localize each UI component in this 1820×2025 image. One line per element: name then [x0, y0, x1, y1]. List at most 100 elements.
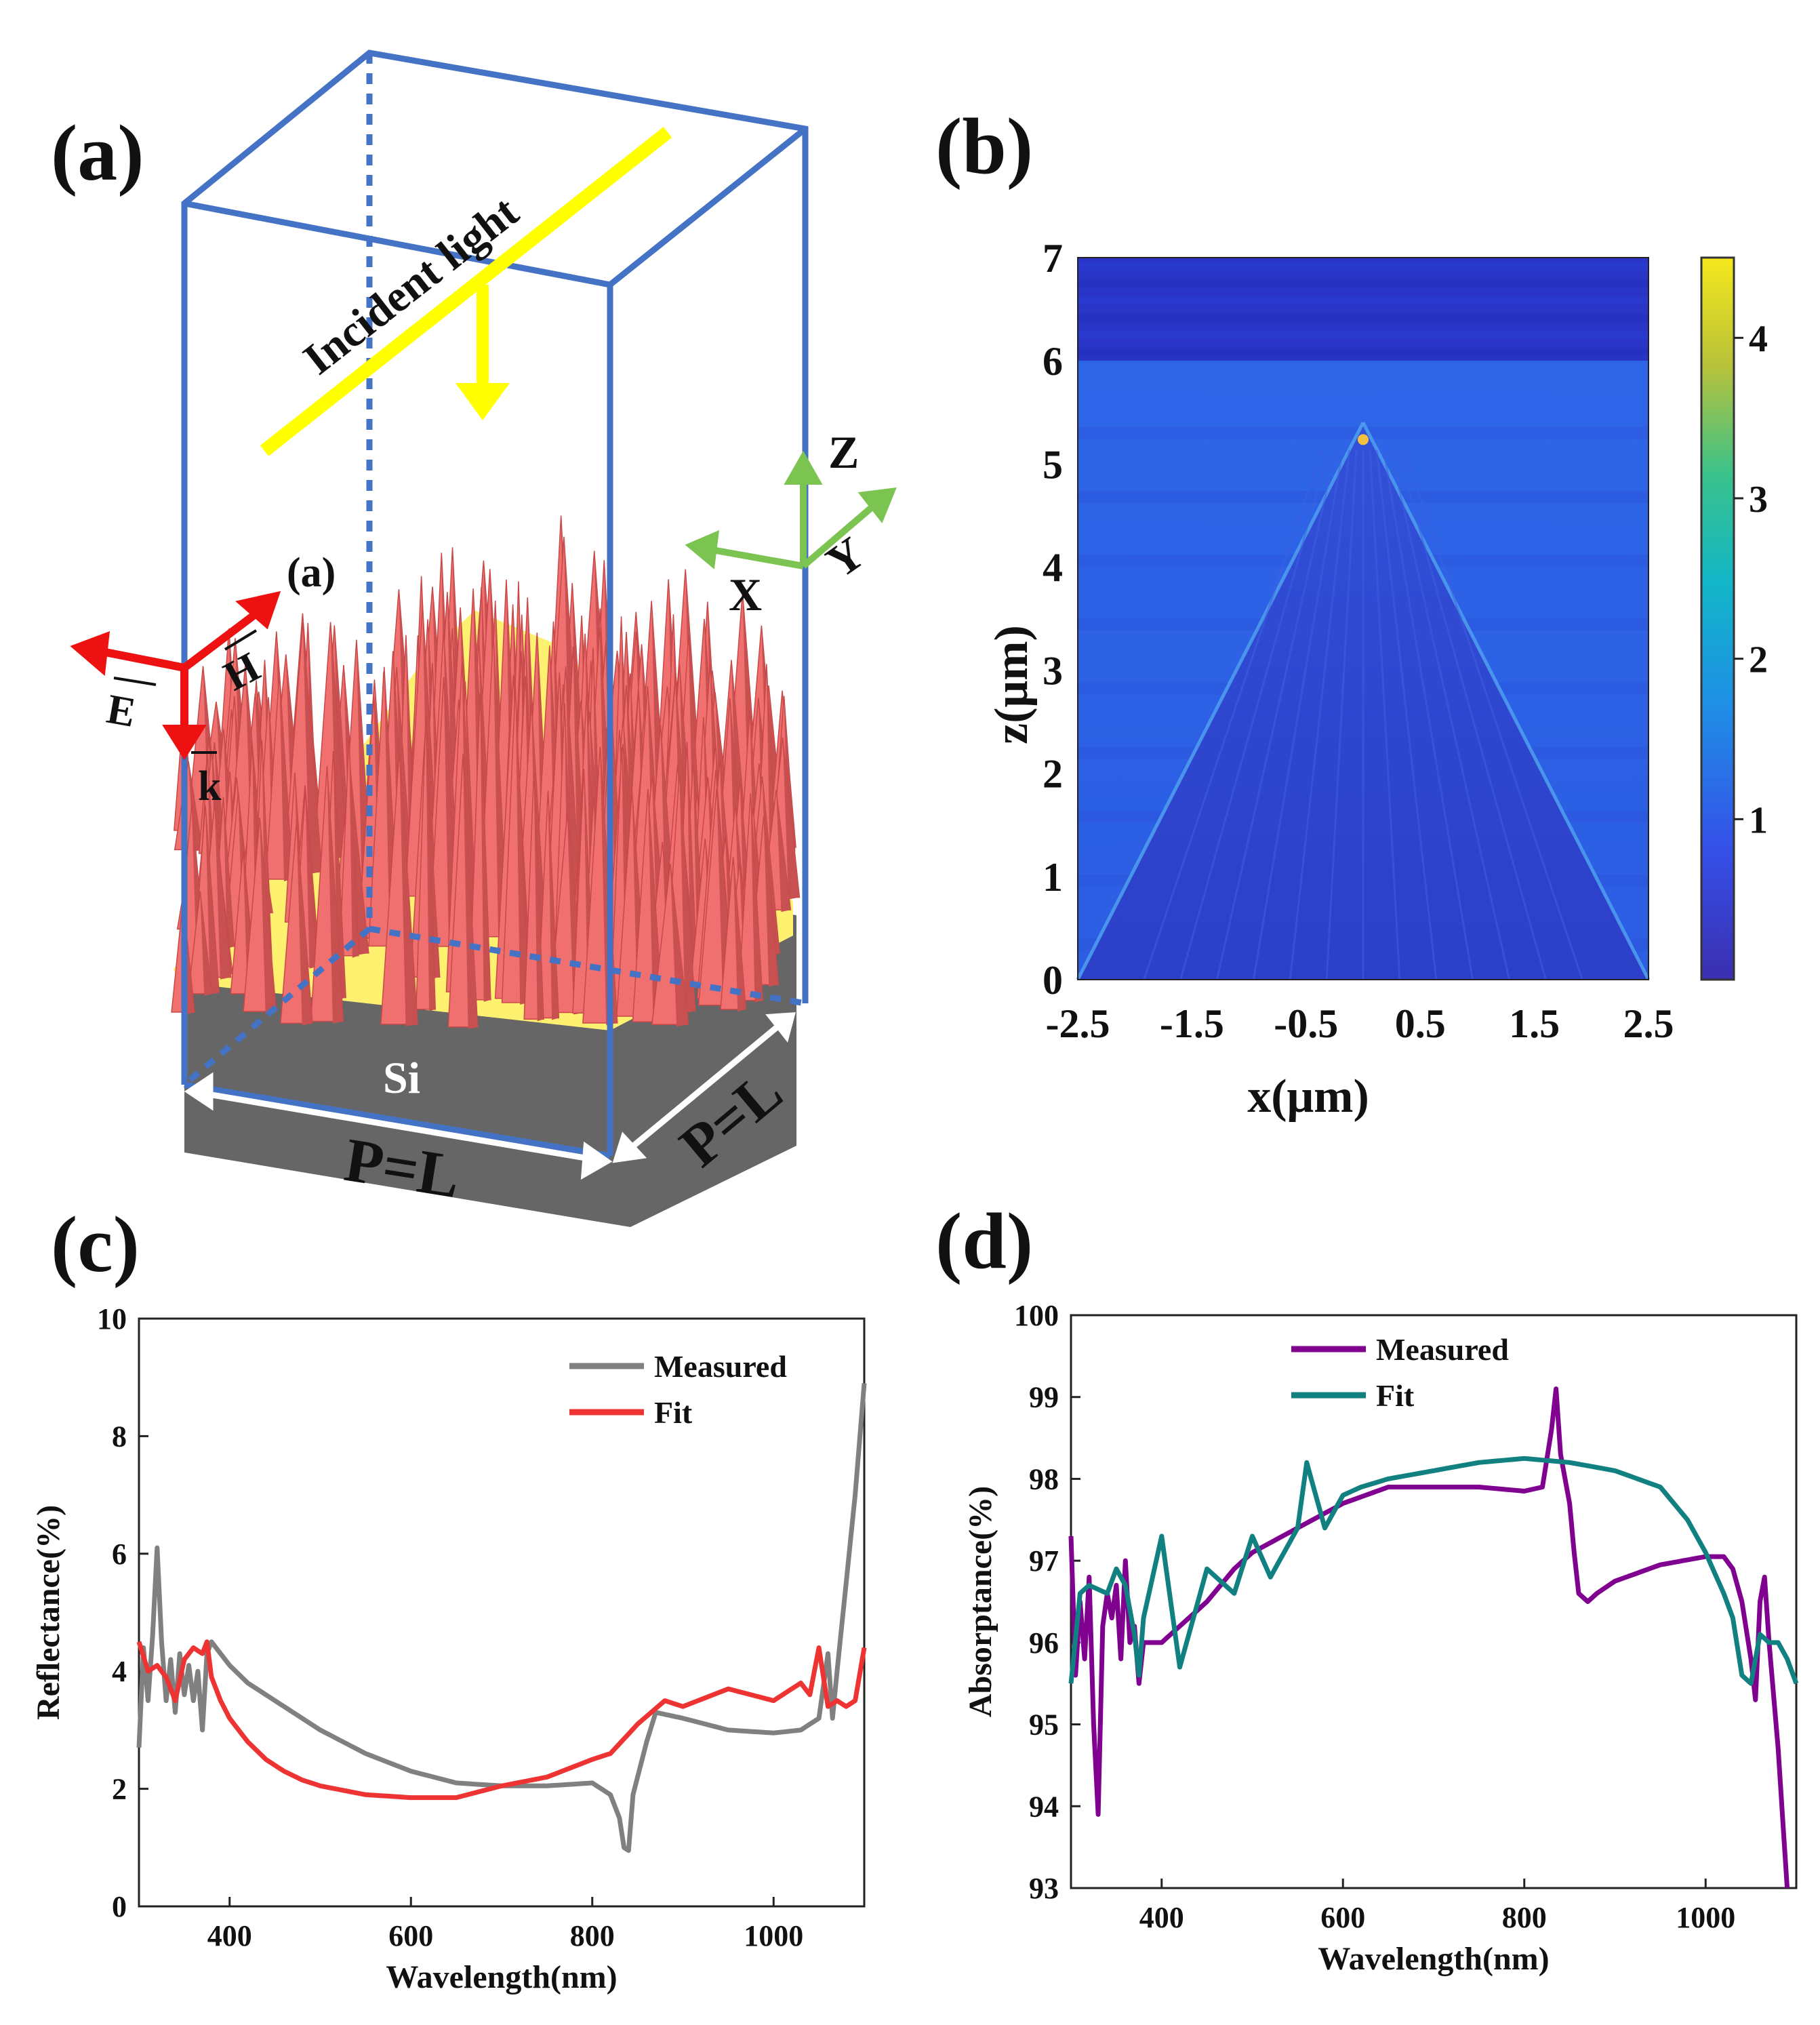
- nanocone-shade: [305, 790, 317, 969]
- nanocone-shade: [223, 797, 235, 949]
- y-tick-label: 4: [112, 1655, 127, 1688]
- period-arrows: [184, 1012, 796, 1180]
- heatmap-y-tick-label: 4: [1043, 545, 1063, 590]
- nanocone-shade: [334, 625, 350, 854]
- x-tick-label: 600: [388, 1919, 433, 1952]
- nanocone-shade: [782, 737, 800, 900]
- colorbar: [1700, 256, 1735, 981]
- heatmap-inner-ridge: [1252, 449, 1344, 980]
- x-tick-label: 1000: [1676, 1901, 1735, 1934]
- h-vector-bar: [224, 629, 258, 651]
- nanocone-shade: [200, 891, 212, 996]
- y-tick-label: 93: [1029, 1872, 1059, 1905]
- heatmap-inner-ridge: [1289, 449, 1351, 980]
- heatmap-x-tick-label: 2.5: [1623, 1001, 1674, 1046]
- nanocone-shade: [565, 666, 582, 921]
- heatmap-y-tick-label: 7: [1043, 236, 1063, 281]
- colorbar-tick-label: 4: [1749, 318, 1768, 360]
- legend-label: Fit: [1376, 1378, 1415, 1413]
- heatmap-inner-ridge: [1403, 449, 1583, 980]
- y-axis-title: Absorptance(%): [963, 1486, 998, 1717]
- heatmap-frame: [1077, 257, 1649, 980]
- nanocone-shade: [515, 686, 529, 1005]
- heatmap-band-stripe: [1078, 313, 1649, 322]
- heatmap-y-tick-label: 5: [1043, 442, 1063, 487]
- legend-label: Measured: [654, 1349, 787, 1384]
- y-tick-label: 96: [1029, 1626, 1059, 1660]
- heatmap-inner-ridge: [1143, 449, 1323, 980]
- nanocone-shade: [399, 752, 418, 1026]
- panel-b-heatmap: (b) -2.5 -1.5 -0.5 0.5 1.5 2.5 0 1 2 3 4 5 6 7 1 2 3 4 z(…: [935, 102, 1768, 1123]
- nanocone-array: [171, 515, 801, 1029]
- y-tick-label: 95: [1029, 1708, 1059, 1742]
- heatmap-edge-right: [1361, 422, 1651, 981]
- heatmap-y-tick-label: 1: [1043, 855, 1063, 900]
- nanocone-shade: [533, 771, 544, 1022]
- panel-d-label: (d): [935, 1197, 1033, 1285]
- field-vectors: [70, 590, 281, 761]
- heatmap-band-stripe: [1078, 262, 1649, 270]
- legend-label: Measured: [1376, 1332, 1509, 1367]
- heatmap-inner-ridge: [1369, 449, 1401, 980]
- simulation-box: [181, 49, 809, 1159]
- nanocone-shade: [330, 622, 348, 859]
- heatmap-x-tick-label: -1.5: [1160, 1001, 1224, 1046]
- y-tick-label: 94: [1029, 1790, 1059, 1823]
- heatmap-axes: -2.5 -1.5 -0.5 0.5 1.5 2.5 0 1 2 3 4 5 6 7 1 2 3 4: [1043, 236, 1768, 1046]
- heatmap-x-tick-label: 0.5: [1395, 1001, 1446, 1046]
- nanocone-shade: [260, 817, 277, 1014]
- k-vector-label: k: [198, 763, 222, 809]
- x-tick-label: 800: [1502, 1901, 1547, 1934]
- legend-label: Fit: [654, 1395, 693, 1430]
- nanocone-shade: [784, 696, 795, 853]
- heatmap-y-tick-label: 2: [1043, 752, 1063, 797]
- heatmap-x-axis-title: x(μm): [1247, 1070, 1369, 1123]
- y-tick-label: 98: [1029, 1462, 1059, 1496]
- nanocone-shade: [302, 622, 322, 874]
- y-axis-title: Reflectance(%): [31, 1505, 66, 1720]
- e-field-label: E: [104, 686, 140, 736]
- nanocone-shade: [670, 864, 689, 1027]
- y-tick-label: 0: [112, 1890, 127, 1923]
- heatmap-band-stripe: [1078, 348, 1649, 357]
- nanocone-shade: [262, 740, 272, 961]
- nanocone-shade: [731, 660, 744, 815]
- nanocone-shade: [462, 754, 478, 1029]
- heatmap-y-tick-label: 3: [1043, 649, 1063, 694]
- nanocone-shade: [304, 785, 319, 958]
- plot-frame: [138, 1317, 866, 1908]
- panel-d-absorptance-chart: (d) 400 600 800 1000 93 94 95 96 97 98 99 100 Measur…: [935, 1197, 1799, 1977]
- heatmap-hotspot: [1358, 434, 1369, 445]
- reflectance-plot: 400 600 800 1000 0 2 4 6 8 10 Measured Fit Wavelengt…: [31, 1302, 867, 1995]
- y-tick-label: 8: [112, 1420, 127, 1453]
- x-axis-title: Wavelength(nm): [1318, 1941, 1549, 1977]
- nanocone-shade: [425, 732, 440, 980]
- nanocone-shade: [397, 666, 413, 882]
- series-line-measured: [1068, 1386, 1790, 1889]
- nanocone-shade: [279, 673, 293, 881]
- axis-x-label: X: [729, 569, 762, 620]
- colorbar-tick-label: 2: [1749, 639, 1768, 681]
- heatmap-x-tick-label: 1.5: [1509, 1001, 1560, 1046]
- y-tick-label: 99: [1029, 1381, 1059, 1414]
- series-line-fit: [1068, 1456, 1799, 1686]
- nanocone-shade: [762, 776, 780, 956]
- nanocone-shade: [327, 766, 344, 1024]
- nanocone-shade: [296, 822, 312, 1026]
- incident-light-label: Incident light: [294, 187, 527, 384]
- nanocone-shade: [214, 803, 231, 980]
- inner-a-label: (a): [287, 550, 336, 596]
- nanocone-shade: [350, 766, 369, 955]
- nanocone-shade: [205, 805, 220, 995]
- y-tick-label: 100: [1014, 1299, 1059, 1332]
- heatmap-plot-area: [1076, 257, 1651, 981]
- heatmap-x-tick-label: -0.5: [1274, 1001, 1338, 1046]
- x-axis-title: Wavelength(nm): [386, 1959, 617, 1995]
- axis-y-label: Y: [817, 527, 874, 588]
- nanocone-shade: [733, 856, 746, 1011]
- heatmap-edge-left: [1076, 422, 1365, 981]
- heatmap-inner-ridge: [1179, 449, 1330, 980]
- plot-frame: [1070, 1314, 1798, 1889]
- heatmap-band-stripe: [1078, 279, 1649, 288]
- absorptance-plot: 400 600 800 1000 93 94 95 96 97 98 99 100 Measured Fi…: [963, 1299, 1799, 1977]
